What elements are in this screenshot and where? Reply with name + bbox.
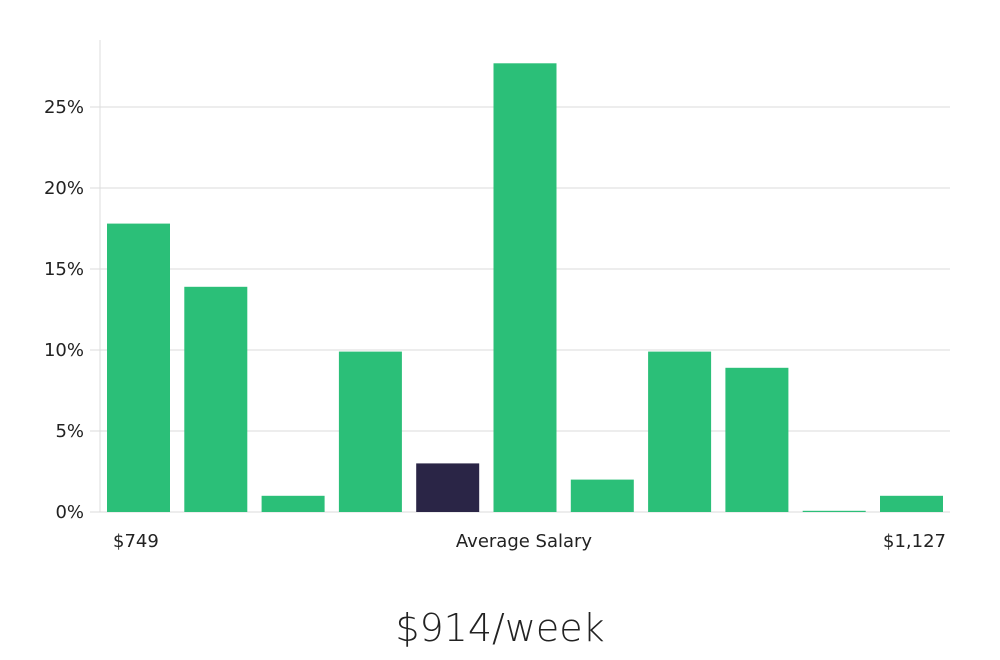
y-tick-label: 25% <box>44 97 84 118</box>
bar <box>338 351 402 512</box>
x-label-center: Average Salary <box>456 531 593 552</box>
y-tick-label: 0% <box>55 502 84 523</box>
bar <box>107 223 170 512</box>
salary-distribution-chart: 0% 5% 10% 15% 20% 25% $749 Average Salary $1,… <box>44 40 950 552</box>
bar <box>184 286 248 512</box>
bar <box>725 367 789 512</box>
bar <box>493 63 557 513</box>
x-label-right: $1,127 <box>883 531 946 552</box>
y-axis: 0% 5% 10% 15% 20% 25% <box>44 40 101 523</box>
y-tick-label: 15% <box>44 259 84 280</box>
bar <box>570 479 634 512</box>
bar <box>802 510 866 512</box>
bar <box>261 495 325 512</box>
bars <box>107 63 943 513</box>
x-label-left: $749 <box>113 531 159 552</box>
y-tick-label: 20% <box>44 178 84 199</box>
y-tick-label: 10% <box>44 340 84 361</box>
bar <box>648 351 712 512</box>
y-tick-label: 5% <box>55 421 84 442</box>
bar-highlighted <box>416 463 480 512</box>
average-salary-summary: $914/week <box>395 606 605 650</box>
bar <box>880 495 943 512</box>
